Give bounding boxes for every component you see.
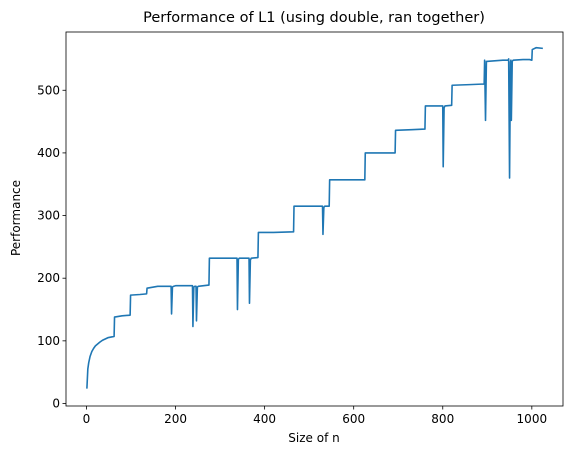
x-tick-label: 0 — [83, 412, 91, 426]
x-tick-label: 600 — [342, 412, 365, 426]
axes-frame — [65, 31, 564, 407]
x-tick-label: 1000 — [517, 412, 548, 426]
y-axis-ticks: 0 100 200 300 400 500 — [37, 83, 66, 410]
x-axis-label: Size of n — [288, 431, 339, 445]
y-tick-label: 0 — [52, 396, 60, 410]
y-tick-label: 500 — [37, 83, 60, 97]
x-tick-label: 800 — [431, 412, 454, 426]
y-tick-label: 300 — [37, 209, 60, 223]
y-tick-label: 400 — [37, 146, 60, 160]
plot-area — [86, 46, 543, 389]
y-tick-label: 100 — [37, 334, 60, 348]
y-axis-label: Performance — [9, 180, 23, 256]
x-axis-ticks: 0 200 400 600 800 1000 — [83, 406, 547, 426]
y-tick-label: 200 — [37, 271, 60, 285]
series-line — [86, 46, 543, 389]
chart-title: Performance of L1 (using double, ran tog… — [143, 10, 485, 26]
x-tick-label: 400 — [253, 412, 276, 426]
x-tick-label: 200 — [164, 412, 187, 426]
